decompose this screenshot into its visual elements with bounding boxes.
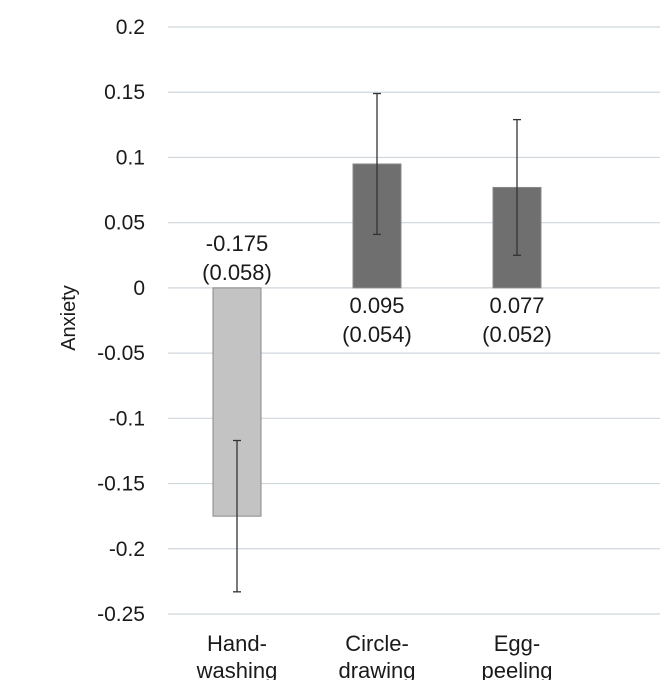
y-tick-label: -0.2 xyxy=(109,538,145,561)
data-label-se: (0.058) xyxy=(202,260,272,285)
y-tick-label: 0.2 xyxy=(116,16,145,39)
y-tick-label: 0 xyxy=(133,277,145,300)
error-bar xyxy=(513,118,521,256)
y-axis-label: Anxiety xyxy=(58,285,80,351)
x-category-label: drawing xyxy=(338,658,415,680)
y-tick-label: -0.15 xyxy=(97,473,145,496)
x-category-label: Hand- xyxy=(207,631,267,656)
x-category-label: Egg- xyxy=(494,631,540,656)
data-label-value: 0.077 xyxy=(489,293,544,318)
error-bar xyxy=(233,439,241,593)
data-label-value: 0.095 xyxy=(349,293,404,318)
y-axis-ticks: 0.2 0.15 0.1 0.05 0 -0.05 -0.1 -0.15 -0.2 -0.25 xyxy=(97,16,145,626)
data-label-se: (0.054) xyxy=(342,322,412,347)
data-labels: -0.175 (0.058) 0.095 (0.054) 0.077 (0.052) xyxy=(202,231,552,347)
y-tick-label: 0.05 xyxy=(104,212,145,235)
error-bar xyxy=(373,92,381,236)
y-tick-label: 0.1 xyxy=(116,146,145,169)
y-tick-label: -0.25 xyxy=(97,603,145,626)
y-tick-label: 0.15 xyxy=(104,81,145,104)
y-tick-label: -0.05 xyxy=(97,342,145,365)
x-category-label: washing xyxy=(196,658,278,680)
y-tick-label: -0.1 xyxy=(109,407,145,430)
error-bars xyxy=(233,92,521,593)
x-axis-categories: Hand-washing Circle-drawing Egg-peeling xyxy=(196,631,553,680)
x-category-label: peeling xyxy=(482,658,553,680)
data-label-se: (0.052) xyxy=(482,322,552,347)
x-category-label: Circle- xyxy=(345,631,409,656)
data-label-value: -0.175 xyxy=(206,231,268,256)
